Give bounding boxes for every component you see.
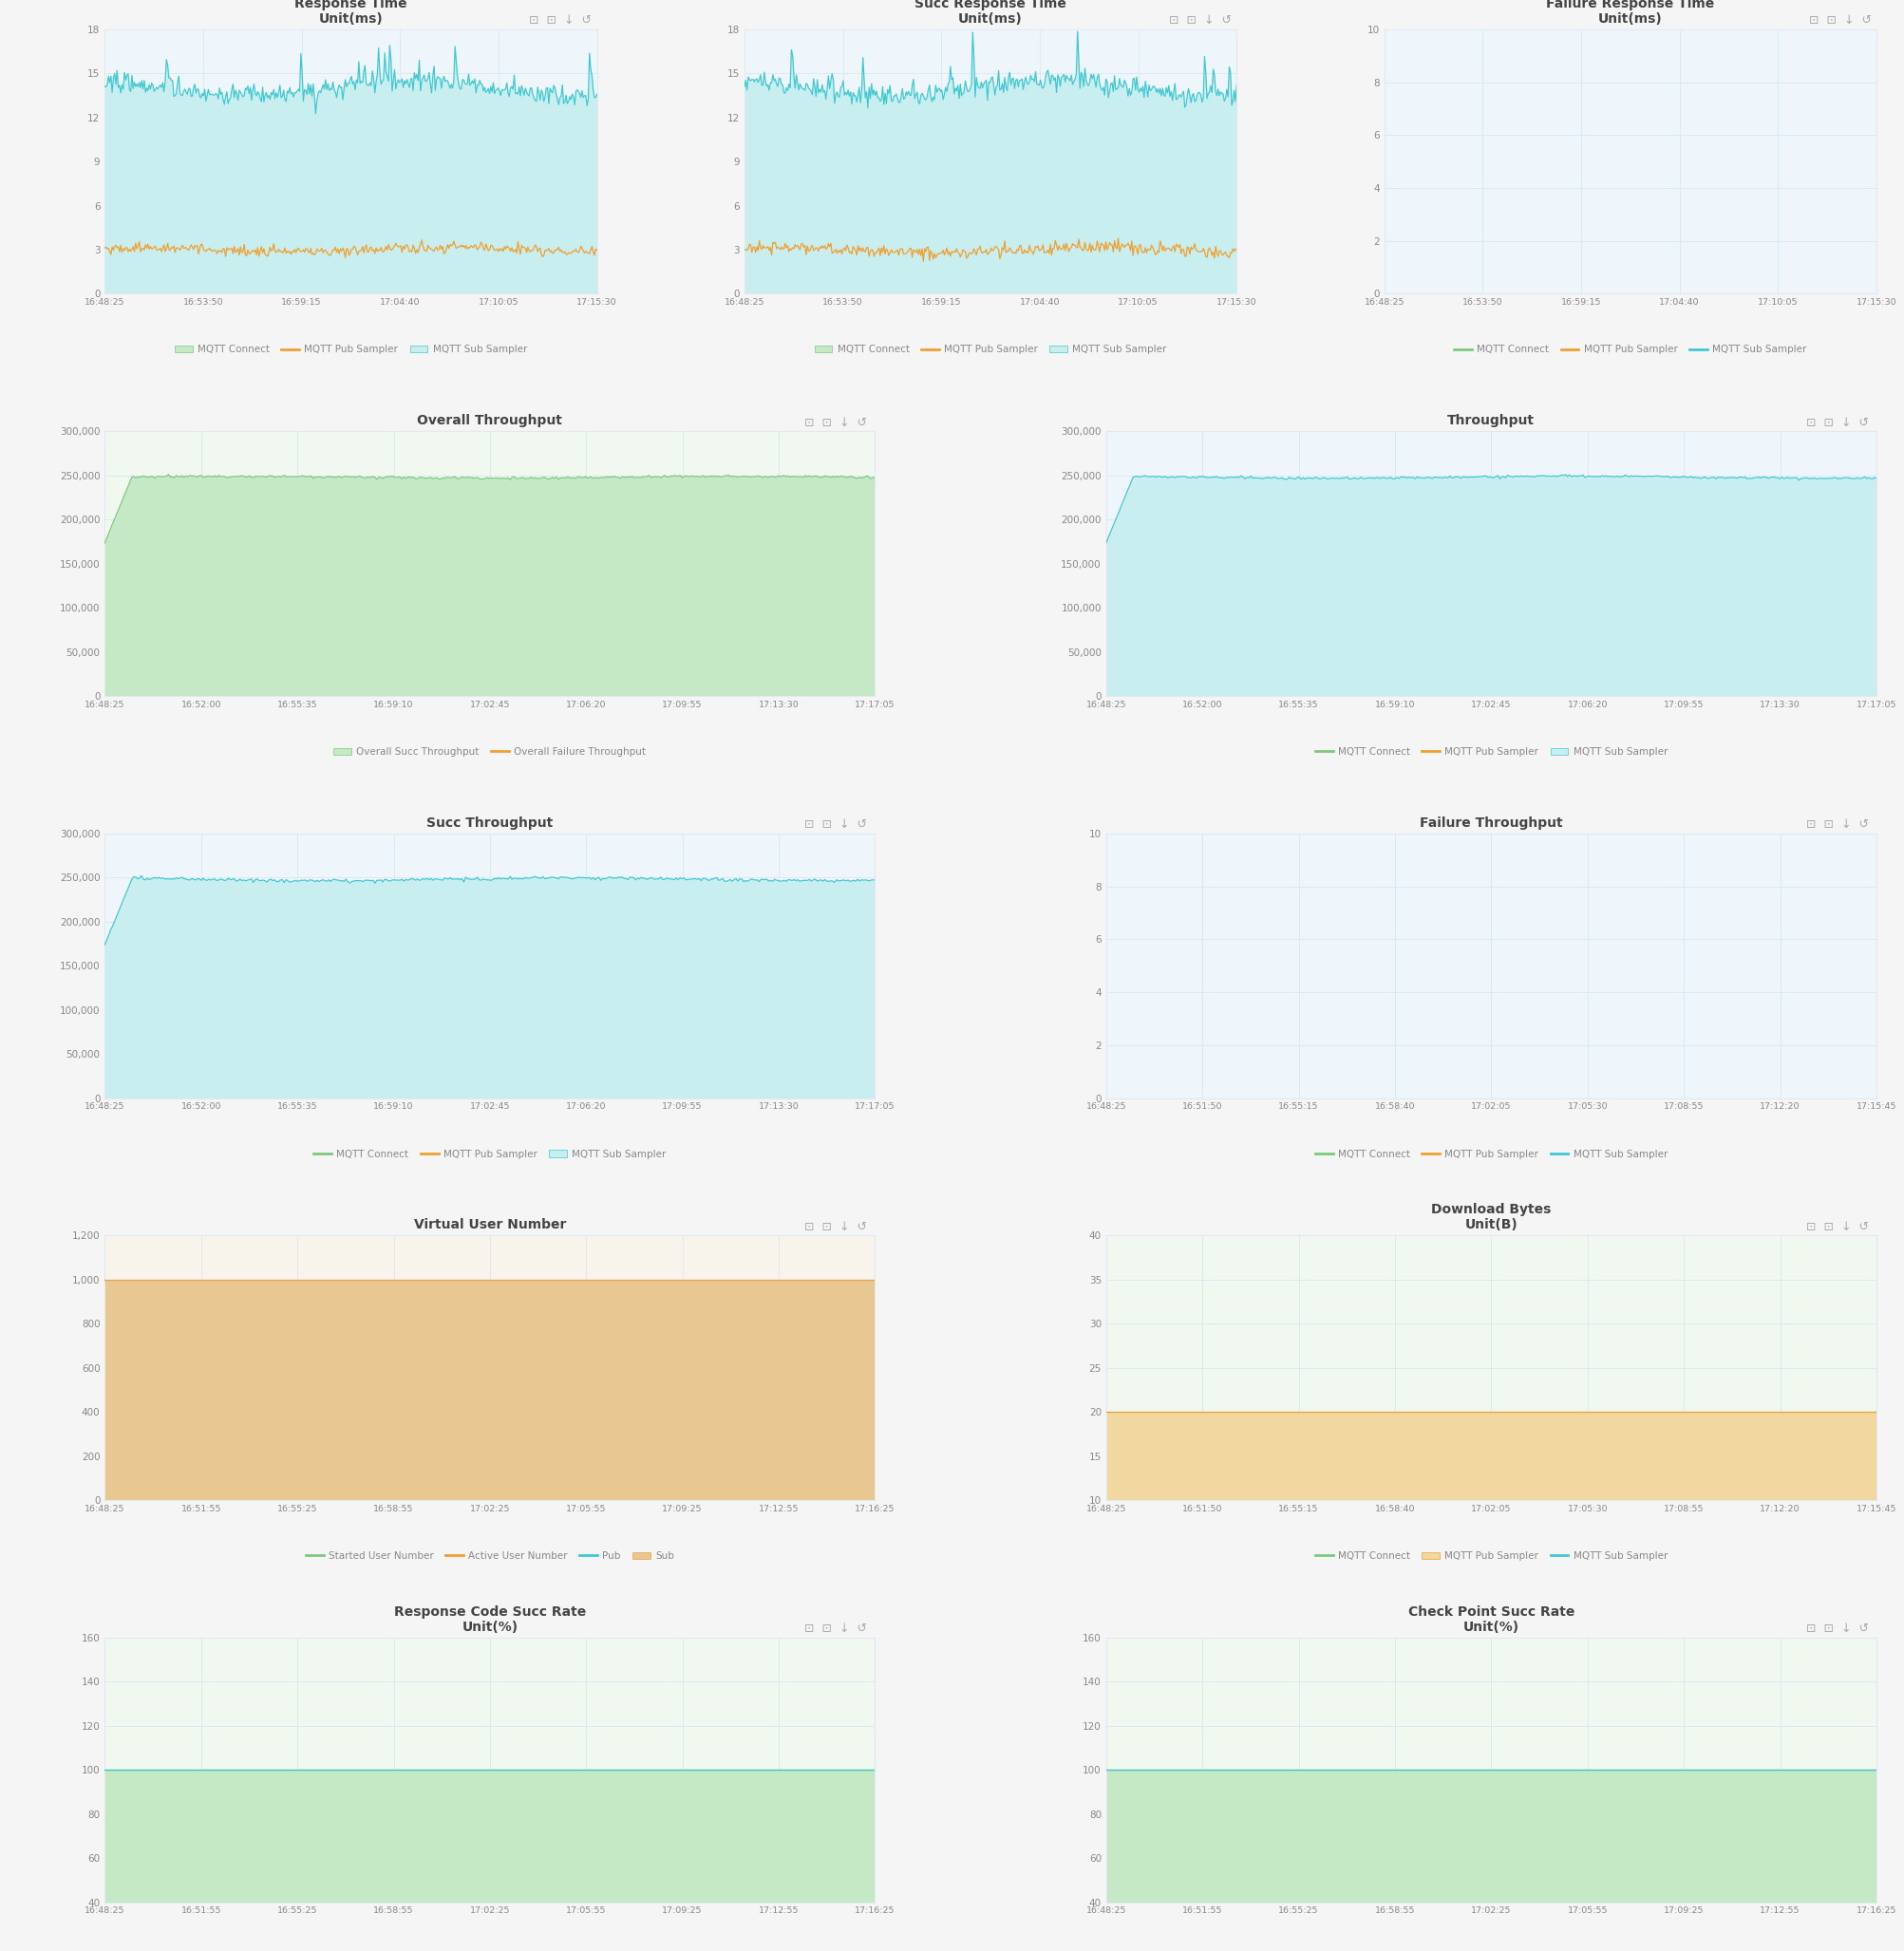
Legend: MQTT Connect, MQTT Pub Sampler, MQTT Sub Sampler: MQTT Connect, MQTT Pub Sampler, MQTT Sub… (171, 341, 531, 359)
Title: Virtual User Number: Virtual User Number (413, 1219, 565, 1231)
Text: ⊡  ⊡  ↓  ↺: ⊡ ⊡ ↓ ↺ (803, 1623, 866, 1635)
Title: Response Code Succ Rate
Unit(%): Response Code Succ Rate Unit(%) (394, 1606, 586, 1633)
Legend: MQTT Connect, MQTT Pub Sampler, MQTT Sub Sampler: MQTT Connect, MQTT Pub Sampler, MQTT Sub… (1310, 1547, 1670, 1565)
Text: ⊡  ⊡  ↓  ↺: ⊡ ⊡ ↓ ↺ (529, 14, 592, 27)
Title: Succ Throughput: Succ Throughput (426, 816, 552, 829)
Text: ⊡  ⊡  ↓  ↺: ⊡ ⊡ ↓ ↺ (1805, 819, 1868, 831)
Text: ⊡  ⊡  ↓  ↺: ⊡ ⊡ ↓ ↺ (803, 1221, 866, 1233)
Title: Succ Response Time
Unit(ms): Succ Response Time Unit(ms) (914, 0, 1066, 25)
Legend: MQTT Connect, MQTT Pub Sampler, MQTT Sub Sampler: MQTT Connect, MQTT Pub Sampler, MQTT Sub… (1310, 743, 1670, 761)
Title: Failure Throughput: Failure Throughput (1418, 816, 1561, 829)
Title: Check Point Succ Rate
Unit(%): Check Point Succ Rate Unit(%) (1407, 1606, 1575, 1633)
Text: ⊡  ⊡  ↓  ↺: ⊡ ⊡ ↓ ↺ (1805, 1221, 1868, 1233)
Title: Failure Response Time
Unit(ms): Failure Response Time Unit(ms) (1546, 0, 1714, 25)
Text: ⊡  ⊡  ↓  ↺: ⊡ ⊡ ↓ ↺ (803, 819, 866, 831)
Text: ⊡  ⊡  ↓  ↺: ⊡ ⊡ ↓ ↺ (1809, 14, 1870, 27)
Legend: MQTT Connect, MQTT Pub Sampler, MQTT Sub Sampler: MQTT Connect, MQTT Pub Sampler, MQTT Sub… (1449, 341, 1809, 359)
Legend: MQTT Connect, MQTT Pub Sampler, MQTT Sub Sampler: MQTT Connect, MQTT Pub Sampler, MQTT Sub… (1310, 1145, 1670, 1163)
Text: ⊡  ⊡  ↓  ↺: ⊡ ⊡ ↓ ↺ (1805, 416, 1868, 429)
Title: Download Bytes
Unit(B): Download Bytes Unit(B) (1430, 1204, 1550, 1231)
Title: Overall Throughput: Overall Throughput (417, 414, 562, 427)
Legend: Overall Succ Throughput, Overall Failure Throughput: Overall Succ Throughput, Overall Failure… (329, 743, 649, 761)
Text: ⊡  ⊡  ↓  ↺: ⊡ ⊡ ↓ ↺ (1169, 14, 1232, 27)
Legend: Started User Number, Active User Number, Pub, Sub: Started User Number, Active User Number,… (301, 1547, 678, 1565)
Text: ⊡  ⊡  ↓  ↺: ⊡ ⊡ ↓ ↺ (1805, 1623, 1868, 1635)
Legend: MQTT Connect, MQTT Pub Sampler, MQTT Sub Sampler: MQTT Connect, MQTT Pub Sampler, MQTT Sub… (310, 1145, 670, 1163)
Legend: MQTT Connect, MQTT Pub Sampler, MQTT Sub Sampler: MQTT Connect, MQTT Pub Sampler, MQTT Sub… (809, 341, 1171, 359)
Title: Response Time
Unit(ms): Response Time Unit(ms) (295, 0, 407, 25)
Title: Throughput: Throughput (1447, 414, 1535, 427)
Text: ⊡  ⊡  ↓  ↺: ⊡ ⊡ ↓ ↺ (803, 416, 866, 429)
